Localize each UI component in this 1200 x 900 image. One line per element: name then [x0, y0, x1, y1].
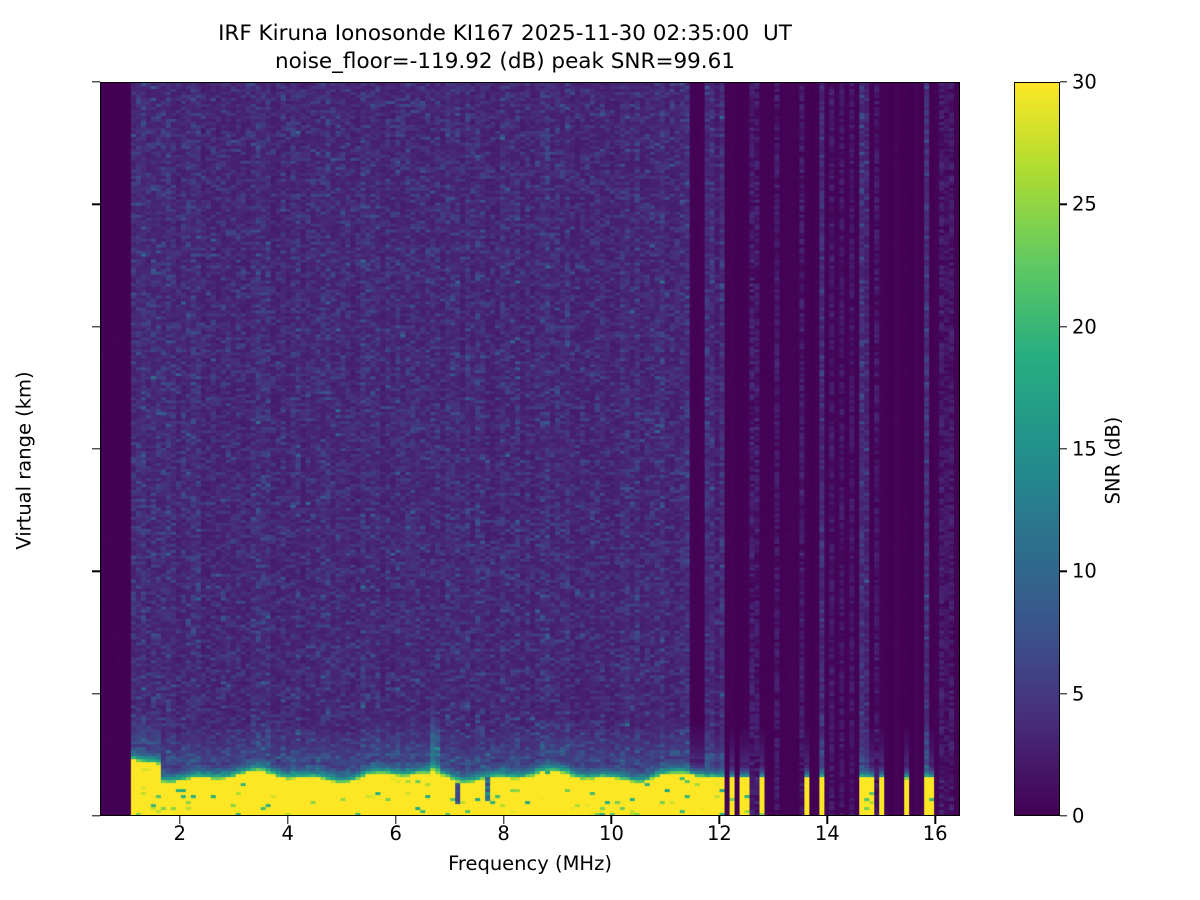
colorbar-tick-mark	[1060, 81, 1067, 83]
colorbar-gradient	[1015, 83, 1059, 815]
y-tick-mark	[92, 815, 100, 817]
colorbar-label: SNR (dB)	[1101, 416, 1125, 505]
x-tick-mark	[394, 816, 397, 824]
x-tick-label: 16	[922, 822, 948, 845]
colorbar-tick-label: 20	[1072, 315, 1097, 339]
x-tick-mark	[826, 816, 828, 824]
y-tick-mark	[92, 570, 100, 573]
y-tick-mark	[92, 692, 100, 695]
x-tick-label: 8	[497, 822, 510, 845]
title-line-2: noise_floor=-119.92 (dB) peak SNR=99.61	[274, 48, 736, 74]
x-tick-label: 4	[281, 822, 294, 845]
x-tick-mark	[179, 816, 181, 824]
y-tick-mark	[92, 203, 100, 206]
x-tick-label: 2	[173, 822, 187, 845]
figure-title: IRF Kiruna Ionosonde KI167 2025-11-30 02…	[0, 20, 1010, 76]
y-tick-mark	[92, 325, 100, 328]
x-tick-mark	[502, 816, 505, 824]
x-tick-label: 12	[706, 822, 732, 845]
colorbar-tick-mark	[1060, 448, 1067, 450]
colorbar-tick-label: 30	[1072, 70, 1097, 94]
y-axis-label: Virtual range (km)	[12, 371, 36, 550]
x-tick-mark	[610, 816, 613, 824]
colorbar-tick-label: 5	[1072, 682, 1085, 706]
ionogram-heatmap	[101, 83, 959, 815]
colorbar-tick-mark	[1060, 815, 1067, 817]
colorbar-tick-label: 25	[1072, 192, 1097, 216]
colorbar-tick-mark	[1060, 692, 1067, 695]
plot-area	[100, 82, 960, 816]
y-tick-mark	[92, 81, 100, 83]
title-line-1: IRF Kiruna Ionosonde KI167 2025-11-30 02…	[218, 21, 792, 46]
colorbar	[1014, 82, 1060, 816]
colorbar-tick-label: 15	[1072, 437, 1097, 461]
x-tick-mark	[718, 816, 721, 824]
colorbar-tick-mark	[1060, 570, 1067, 573]
colorbar-tick-mark	[1060, 203, 1067, 206]
y-tick-mark	[92, 448, 100, 450]
colorbar-tick-label: 0	[1072, 804, 1085, 828]
x-axis-label: Frequency (MHz)	[448, 852, 612, 875]
colorbar-tick-label: 10	[1072, 559, 1097, 583]
x-tick-label: 6	[389, 822, 402, 845]
x-tick-label: 10	[599, 822, 624, 845]
x-tick-label: 14	[814, 822, 840, 845]
x-tick-mark	[287, 816, 289, 824]
colorbar-tick-mark	[1060, 325, 1067, 328]
x-tick-mark	[934, 816, 936, 824]
